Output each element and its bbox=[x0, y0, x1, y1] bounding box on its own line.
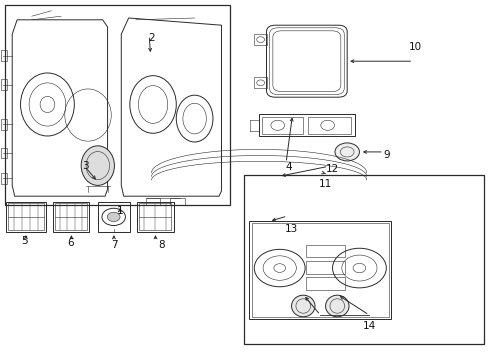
Bar bbox=[251, 223, 388, 317]
Bar bbox=[6, 202, 46, 232]
Ellipse shape bbox=[81, 146, 114, 185]
Text: 11: 11 bbox=[318, 179, 331, 189]
Bar bbox=[254, 34, 266, 45]
Bar bbox=[249, 221, 390, 319]
Bar bbox=[261, 117, 303, 134]
Bar bbox=[1, 79, 7, 90]
Text: 14: 14 bbox=[362, 321, 375, 331]
Bar bbox=[55, 203, 87, 230]
Bar bbox=[305, 277, 344, 290]
Text: 5: 5 bbox=[21, 236, 28, 246]
Bar bbox=[305, 261, 344, 274]
Bar bbox=[8, 203, 43, 230]
Text: 9: 9 bbox=[382, 150, 389, 160]
Bar bbox=[1, 148, 7, 158]
Bar bbox=[1, 119, 7, 130]
Ellipse shape bbox=[291, 295, 314, 317]
Bar bbox=[139, 203, 171, 230]
Bar bbox=[1, 50, 7, 61]
Bar bbox=[5, 5, 229, 205]
Circle shape bbox=[334, 143, 359, 161]
Text: 2: 2 bbox=[148, 33, 155, 43]
Bar bbox=[53, 202, 89, 232]
Circle shape bbox=[107, 212, 120, 222]
Bar bbox=[259, 114, 354, 136]
Text: 1: 1 bbox=[116, 206, 123, 216]
Text: 6: 6 bbox=[67, 238, 74, 248]
Bar bbox=[1, 173, 7, 184]
Bar bbox=[254, 77, 266, 88]
Text: 7: 7 bbox=[111, 240, 118, 250]
Text: 4: 4 bbox=[285, 162, 291, 172]
Ellipse shape bbox=[325, 295, 348, 317]
Bar bbox=[244, 175, 483, 344]
Text: 8: 8 bbox=[158, 240, 164, 250]
Bar bbox=[170, 198, 184, 205]
Text: 3: 3 bbox=[82, 161, 89, 171]
Bar bbox=[145, 198, 160, 205]
Text: 12: 12 bbox=[325, 164, 339, 174]
Text: 13: 13 bbox=[284, 224, 297, 234]
Bar bbox=[137, 202, 173, 232]
Text: 10: 10 bbox=[408, 42, 421, 52]
Bar bbox=[307, 117, 350, 134]
Bar bbox=[305, 245, 344, 257]
Bar bbox=[98, 202, 129, 232]
